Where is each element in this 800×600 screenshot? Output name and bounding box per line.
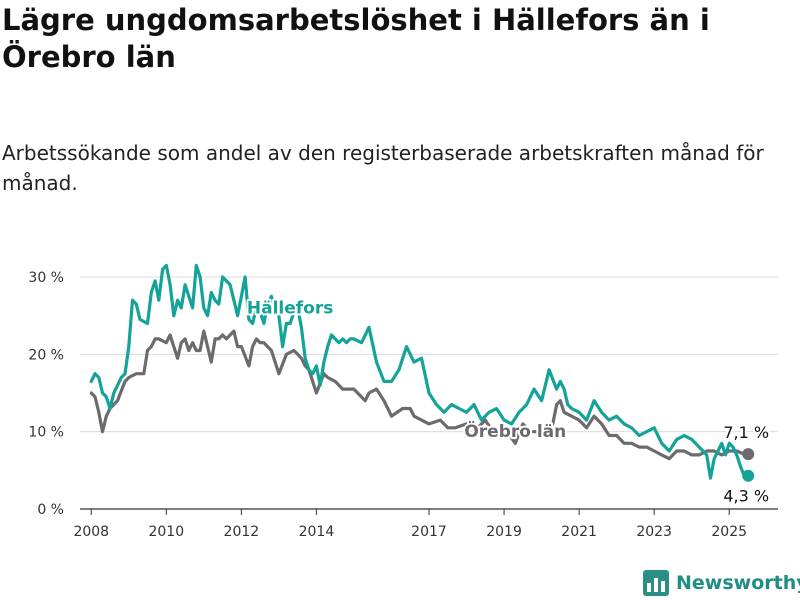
end-label-hallefors: 4,3 % (723, 487, 769, 506)
x-tick-label: 2021 (561, 524, 597, 540)
x-tick-label: 2010 (148, 524, 184, 540)
y-tick-label: 20 % (28, 347, 64, 363)
series-line-hallefors (89, 263, 746, 480)
x-tick-label: 2019 (486, 524, 522, 540)
line-chart: 0 % 10 % 20 % 30 % 2008 2010 2012 2014 2017 2019… (28, 263, 778, 540)
brand-name: Newsworthy (676, 572, 800, 594)
series-label-hallefors: Hällefors (247, 298, 333, 318)
end-label-orebro-lan: 7,1 % (723, 423, 769, 442)
chart-title: Lägre ungdomsarbetslöshet i Hällefors än… (2, 3, 710, 74)
x-tick-label: 2012 (224, 524, 260, 540)
y-tick-label: 30 % (28, 270, 64, 286)
newsworthy-logo-icon (643, 570, 669, 596)
end-point-orebro-lan (742, 448, 755, 461)
series-line-orebro-lan (89, 329, 746, 461)
y-axis: 0 % 10 % 20 % 30 % (28, 270, 64, 518)
chart-subtitle: Arbetssökande som andel av den registerb… (2, 141, 764, 195)
x-tick-label: 2014 (299, 524, 335, 540)
x-tick-label: 2023 (636, 524, 672, 540)
brand-logo[interactable]: Newsworthy (643, 568, 800, 598)
x-tick-label: 2017 (411, 524, 447, 540)
y-tick-label: 10 % (28, 425, 64, 441)
y-tick-label: 0 % (37, 502, 64, 518)
x-tick-label: 2008 (73, 524, 109, 540)
series-label-orebro-lan: Örebro län (464, 420, 566, 442)
x-axis: 2008 2010 2012 2014 2017 2019 2021 2023 2025 (73, 509, 747, 540)
end-point-hallefors (742, 469, 755, 482)
x-tick-label: 2025 (711, 524, 747, 540)
series-labels: Hällefors Örebro län 7,1 % 4,3 % (245, 296, 771, 507)
series-lines (89, 263, 755, 482)
